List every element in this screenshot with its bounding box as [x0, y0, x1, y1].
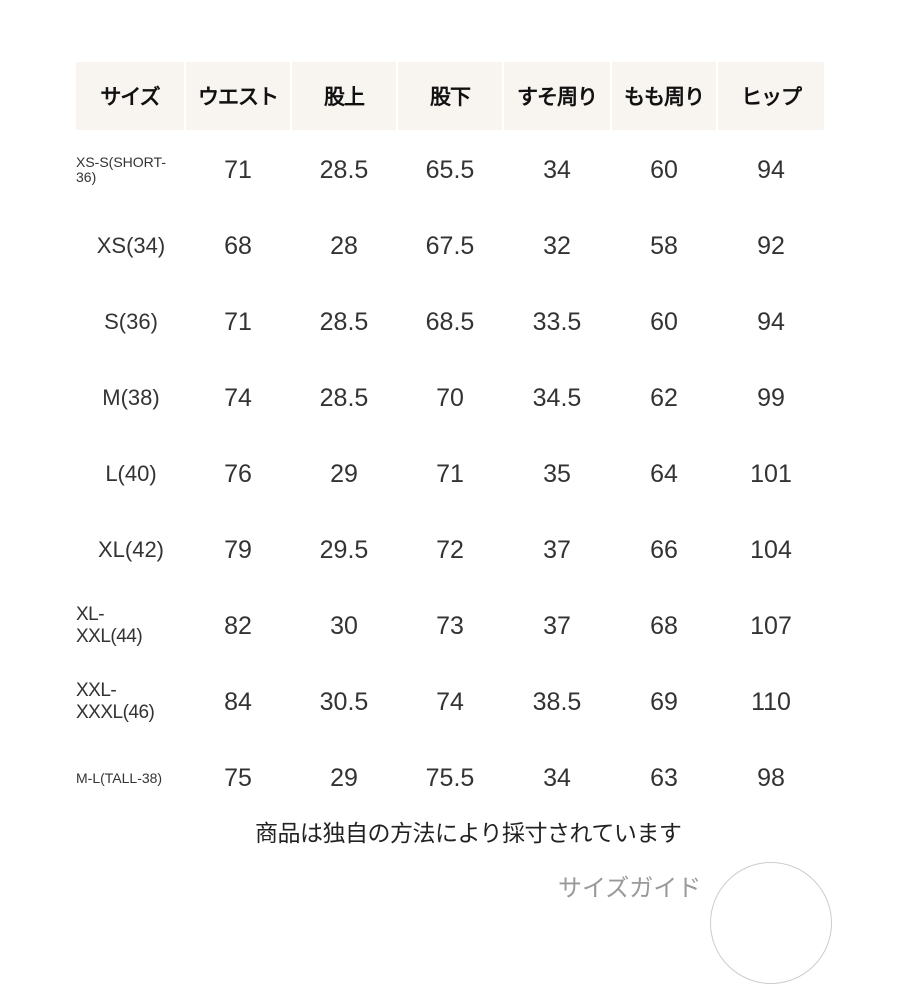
table-cell: 71: [224, 307, 252, 336]
column-header: ウエスト: [186, 62, 290, 130]
table-row: XS-S(SHORT-36) 71 28.5 65.5 34 60 94: [0, 140, 900, 200]
table-cell: 30: [330, 611, 358, 640]
table-cell: 29.5: [319, 535, 369, 564]
table-cell: 76: [224, 459, 252, 488]
table-cell: 60: [650, 307, 678, 336]
table-cell: 110: [751, 687, 791, 716]
table-cell: 33.5: [532, 307, 582, 336]
column-header: サイズ: [76, 62, 184, 130]
table-row: XS(34) 68 28 67.5 32 58 92: [0, 216, 900, 276]
table-cell: 28.5: [319, 155, 369, 184]
table-cell: 28: [330, 231, 358, 260]
table-cell: 75.5: [425, 763, 475, 792]
table-cell: 58: [650, 231, 678, 260]
table-cell: 98: [757, 763, 785, 792]
table-row: XL(42) 79 29.5 72 37 66 104: [0, 520, 900, 580]
table-cell: 35: [543, 459, 571, 488]
table-cell: 60: [650, 155, 678, 184]
table-cell: 29: [330, 459, 358, 488]
table-cell: 28.5: [319, 383, 369, 412]
column-header: 股上: [292, 62, 396, 130]
table-cell: 38.5: [532, 687, 582, 716]
table-cell: 28.5: [319, 307, 369, 336]
size-label: XS(34): [96, 233, 166, 258]
table-cell: 107: [750, 611, 792, 640]
table-cell: 79: [224, 535, 252, 564]
table-row: L(40) 76 29 71 35 64 101: [0, 444, 900, 504]
size-label: XL-XXL(44): [76, 604, 143, 647]
table-cell: 94: [757, 307, 785, 336]
table-cell: 69: [650, 687, 678, 716]
table-row: S(36) 71 28.5 68.5 33.5 60 94: [0, 292, 900, 352]
size-label: XS-S(SHORT-36): [76, 154, 166, 185]
table-cell: 74: [436, 687, 464, 716]
column-header: すそ周り: [504, 62, 610, 130]
table-cell: 68.5: [425, 307, 475, 336]
table-cell: 99: [757, 383, 785, 412]
table-cell: 84: [224, 687, 252, 716]
table-cell: 34.5: [532, 383, 582, 412]
size-guide-label: サイズガイド: [558, 874, 702, 902]
table-cell: 66: [650, 535, 678, 564]
table-cell: 63: [650, 763, 678, 792]
table-cell: 70: [436, 383, 464, 412]
table-cell: 75: [224, 763, 252, 792]
table-row: XXL-XXXL(46) 84 30.5 74 38.5 69 110: [0, 672, 900, 732]
column-header: もも周り: [612, 62, 716, 130]
size-label: S(36): [104, 309, 158, 334]
table-cell: 37: [543, 535, 571, 564]
table-cell: 62: [650, 383, 678, 412]
table-row: M(38) 74 28.5 70 34.5 62 99: [0, 368, 900, 428]
table-cell: 94: [757, 155, 785, 184]
table-cell: 68: [650, 611, 678, 640]
table-cell: 92: [757, 231, 785, 260]
table-cell: 71: [224, 155, 252, 184]
column-header: ヒップ: [718, 62, 824, 130]
table-cell: 68: [224, 231, 252, 260]
table-row: M-L(TALL-38) 75 29 75.5 34 63 98: [0, 748, 900, 808]
table-cell: 37: [543, 611, 571, 640]
table-cell: 67.5: [425, 231, 475, 260]
table-cell: 64: [650, 459, 678, 488]
table-cell: 30.5: [319, 687, 369, 716]
size-label: XXL-XXXL(46): [76, 680, 155, 723]
table-cell: 34: [543, 155, 571, 184]
size-label: L(40): [105, 461, 157, 486]
table-cell: 34: [543, 763, 571, 792]
table-row: XL-XXL(44) 82 30 73 37 68 107: [0, 596, 900, 656]
table-cell: 73: [436, 611, 464, 640]
table-cell: 82: [224, 611, 252, 640]
table-cell: 29: [330, 763, 358, 792]
table-cell: 65.5: [425, 155, 475, 184]
table-cell: 32: [543, 231, 571, 260]
measurement-note: 商品は独自の方法により採寸されています: [255, 821, 682, 847]
table-cell: 71: [436, 459, 464, 488]
table-cell: 101: [750, 459, 792, 488]
size-label: XL(42): [97, 537, 165, 562]
column-header: 股下: [398, 62, 502, 130]
size-label: M-L(TALL-38): [76, 769, 163, 786]
table-cell: 72: [436, 535, 464, 564]
table-cell: 104: [750, 535, 792, 564]
size-label: M(38): [102, 385, 160, 410]
table-cell: 74: [224, 383, 252, 412]
